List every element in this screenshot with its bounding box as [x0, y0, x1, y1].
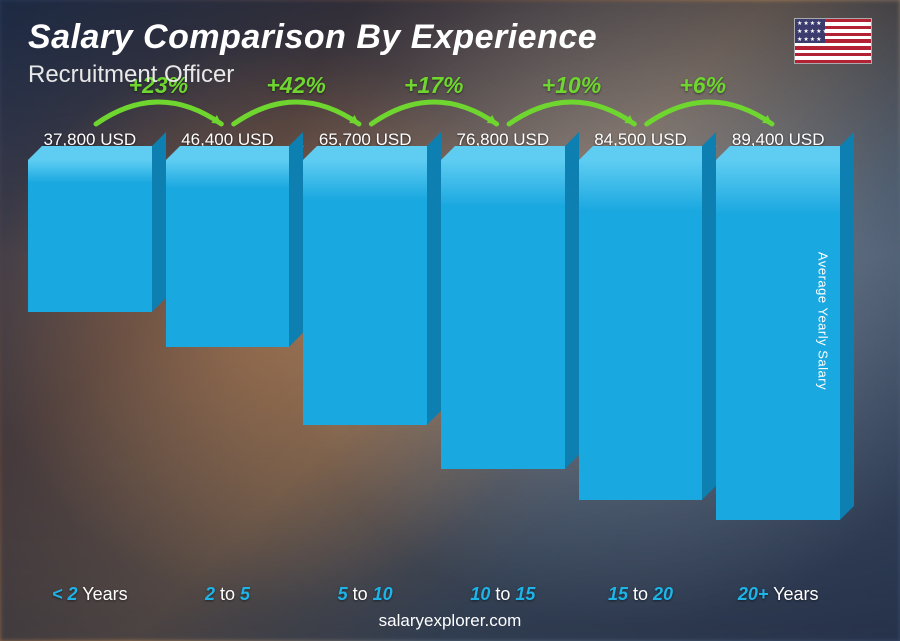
bar-category-label: 10 to 15 — [470, 584, 535, 605]
bar — [28, 160, 152, 312]
bar — [303, 160, 427, 425]
bar-group: 37,800 USD< 2 Years — [28, 130, 152, 571]
chart-title: Salary Comparison By Experience — [28, 18, 597, 57]
bar-group: 65,700 USD5 to 10 — [303, 130, 427, 571]
chart-area: 37,800 USD< 2 Years46,400 USD2 to 565,70… — [28, 130, 840, 571]
chart-subtitle: Recruitment Officer — [28, 61, 597, 89]
bar — [441, 160, 565, 469]
bar — [166, 160, 290, 347]
y-axis-label: Average Yearly Salary — [815, 251, 830, 389]
header: Salary Comparison By Experience Recruitm… — [28, 18, 872, 89]
bar — [579, 160, 703, 500]
bar-group: 46,400 USD2 to 5 — [166, 130, 290, 571]
title-block: Salary Comparison By Experience Recruitm… — [28, 18, 597, 89]
bar-category-label: 15 to 20 — [608, 584, 673, 605]
us-flag-icon — [794, 18, 872, 64]
bar-group: 84,500 USD15 to 20 — [579, 130, 703, 571]
bar-group: 76,800 USD10 to 15 — [441, 130, 565, 571]
bar-category-label: 5 to 10 — [338, 584, 393, 605]
bar-category-label: 2 to 5 — [205, 584, 250, 605]
bar-category-label: 20+ Years — [738, 584, 819, 605]
bar-category-label: < 2 Years — [52, 584, 128, 605]
footer-attribution: salaryexplorer.com — [0, 611, 900, 631]
